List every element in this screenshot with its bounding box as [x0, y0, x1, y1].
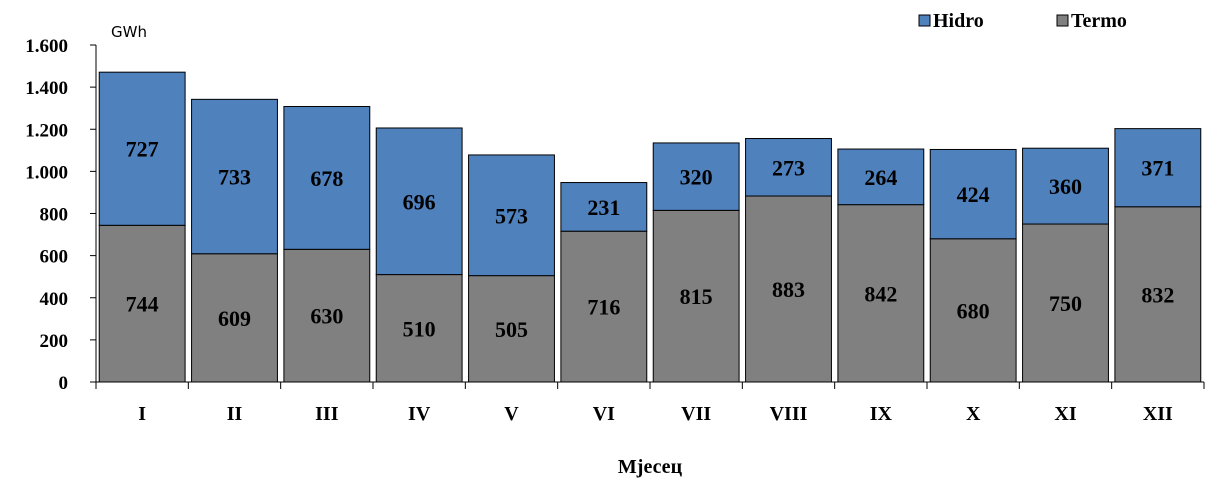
y-tick-label: 1.600: [25, 36, 68, 57]
data-label-hidro: 320: [680, 165, 713, 190]
bar-termo: [468, 275, 555, 383]
bar-hidro: [468, 154, 555, 277]
data-label-termo: 883: [772, 277, 805, 302]
x-tick-label: VII: [681, 403, 711, 425]
x-tick-label: II: [227, 403, 243, 425]
y-axis: 0 200 400 600 800 1.000 1.200 1.400 1.600: [25, 36, 97, 394]
bar-hidro: [652, 142, 740, 211]
bar-hidro: [1022, 147, 1109, 225]
legend-label-hidro: Hidro: [933, 10, 984, 32]
bar-termo: [929, 238, 1017, 383]
data-label-termo: 744: [126, 292, 159, 317]
x-tick-label: V: [504, 403, 519, 425]
data-label-termo: 815: [680, 284, 713, 309]
data-labels: 744 727 609 733 630 678 510 696 505 573 716 231 815 3…: [126, 137, 1175, 342]
x-axis: I II III IV V VI VII VIII IX X XI XII: [95, 381, 1205, 425]
bar-hidro: [191, 98, 278, 255]
y-tick-label: 400: [40, 289, 69, 310]
unit-label: GWh: [111, 23, 147, 41]
bar-hidro: [1114, 128, 1202, 208]
data-label-hidro: 678: [310, 166, 343, 191]
data-label-hidro: 231: [587, 195, 620, 220]
data-label-hidro: 360: [1049, 174, 1082, 199]
bar-termo: [1022, 223, 1109, 383]
y-tick-label: 1.200: [25, 120, 68, 141]
y-tick-label: 200: [40, 331, 69, 352]
x-axis-title: Мјесец: [618, 456, 683, 478]
legend-swatch-hidro: [918, 14, 931, 27]
bars: [98, 71, 1202, 383]
bar-termo: [375, 274, 463, 383]
data-label-termo: 750: [1049, 291, 1082, 316]
data-label-hidro: 696: [403, 189, 436, 214]
bar-hidro: [283, 106, 371, 250]
x-tick-label: III: [315, 403, 339, 425]
x-tick-label: VIII: [770, 403, 808, 425]
data-label-termo: 832: [1141, 282, 1174, 307]
x-tick-label: I: [138, 403, 146, 425]
y-tick-label: 1.400: [25, 78, 68, 99]
bar-hidro: [745, 138, 832, 197]
y-tick-label: 0: [59, 373, 69, 394]
data-label-termo: 505: [495, 317, 528, 342]
data-label-termo: 842: [864, 281, 897, 306]
data-label-hidro: 273: [772, 155, 805, 180]
y-tick-label: 800: [40, 205, 69, 226]
data-label-termo: 630: [310, 304, 343, 329]
data-label-hidro: 727: [126, 137, 159, 162]
data-label-hidro: 733: [218, 165, 251, 190]
y-tick-label: 1.000: [25, 162, 68, 183]
bar-hidro: [929, 148, 1017, 240]
x-tick-label: IX: [870, 403, 893, 425]
data-label-termo: 609: [218, 306, 251, 331]
x-tick-label: IV: [408, 403, 431, 425]
legend-swatch-termo: [1056, 14, 1069, 27]
legend-label-termo: Termo: [1071, 10, 1127, 32]
x-tick-label: VI: [593, 403, 615, 425]
bar-termo: [283, 248, 371, 383]
bar-termo: [560, 230, 648, 383]
x-tick-label: XI: [1054, 403, 1076, 425]
data-label-hidro: 573: [495, 203, 528, 228]
x-tick-label: X: [966, 403, 981, 425]
data-label-termo: 716: [587, 295, 620, 320]
x-tick-label: XII: [1143, 403, 1173, 425]
data-label-hidro: 264: [864, 165, 897, 190]
data-label-hidro: 424: [957, 182, 990, 207]
data-label-termo: 510: [403, 316, 436, 341]
bar-hidro: [375, 127, 463, 276]
bar-hidro: [98, 71, 186, 226]
bar-hidro: [560, 182, 648, 232]
y-tick-label: 600: [40, 247, 69, 268]
data-label-hidro: 371: [1141, 156, 1174, 181]
legend: Hidro Termo: [918, 10, 1127, 32]
bar-hidro: [837, 148, 925, 206]
data-label-termo: 680: [957, 298, 990, 323]
bar-termo: [652, 209, 740, 383]
